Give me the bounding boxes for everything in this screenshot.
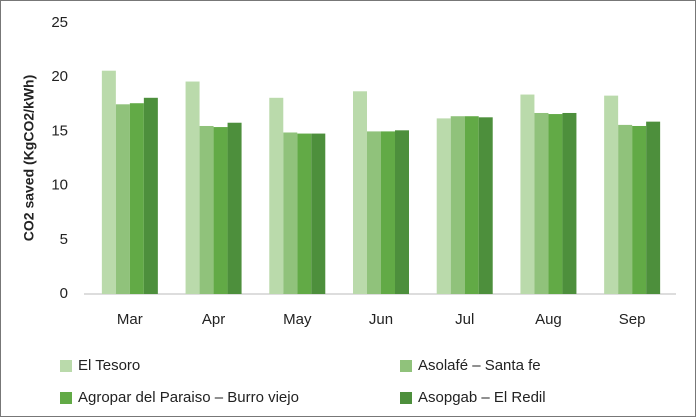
y-tick-label: 10 (51, 177, 68, 194)
bar (618, 124, 633, 294)
x-tick-label: Aug (535, 311, 562, 328)
bar (311, 133, 326, 294)
y-tick-label: 0 (60, 285, 68, 302)
legend-swatch (60, 360, 72, 372)
bar (297, 133, 312, 294)
bar (436, 118, 451, 294)
legend-swatch (60, 392, 72, 404)
bar (185, 81, 200, 294)
bar (548, 114, 563, 294)
y-axis-label: CO2 saved (KgCO2/kWh) (21, 75, 37, 241)
bar (632, 125, 647, 294)
bar (464, 116, 479, 294)
bar (227, 122, 242, 294)
bar (269, 97, 284, 295)
bar (129, 103, 144, 294)
bar (604, 95, 619, 295)
legend-label: El Tesoro (78, 357, 140, 374)
y-tick-label: 25 (51, 14, 68, 31)
bar (283, 132, 298, 294)
bar (478, 117, 493, 294)
bar (520, 94, 535, 294)
legend-label: Agropar del Paraiso – Burro viejo (78, 389, 299, 406)
legend-label: Asopgab – El Redil (418, 389, 546, 406)
bar (646, 121, 661, 294)
bar (395, 130, 409, 294)
bar (199, 125, 214, 294)
y-tick-label: 20 (51, 68, 68, 85)
x-tick-label: Jun (369, 311, 393, 328)
legend-swatch (400, 392, 412, 404)
bar (562, 112, 577, 294)
bar (213, 127, 228, 295)
bar (534, 112, 549, 294)
legend-swatch (400, 360, 412, 372)
bar (381, 131, 395, 294)
x-tick-label: Jul (455, 311, 474, 328)
bar (115, 104, 130, 294)
bar (353, 91, 367, 295)
y-tick-label: 15 (51, 122, 68, 139)
bar (101, 70, 116, 294)
bar (367, 131, 381, 294)
x-tick-label: May (283, 311, 312, 328)
bar (143, 97, 158, 295)
bar (450, 116, 465, 294)
x-tick-label: Sep (619, 311, 646, 328)
legend-label: Asolafé – Santa fe (418, 357, 541, 374)
y-tick-label: 5 (60, 231, 68, 248)
x-tick-label: Apr (202, 311, 225, 328)
x-tick-label: Mar (117, 311, 143, 328)
